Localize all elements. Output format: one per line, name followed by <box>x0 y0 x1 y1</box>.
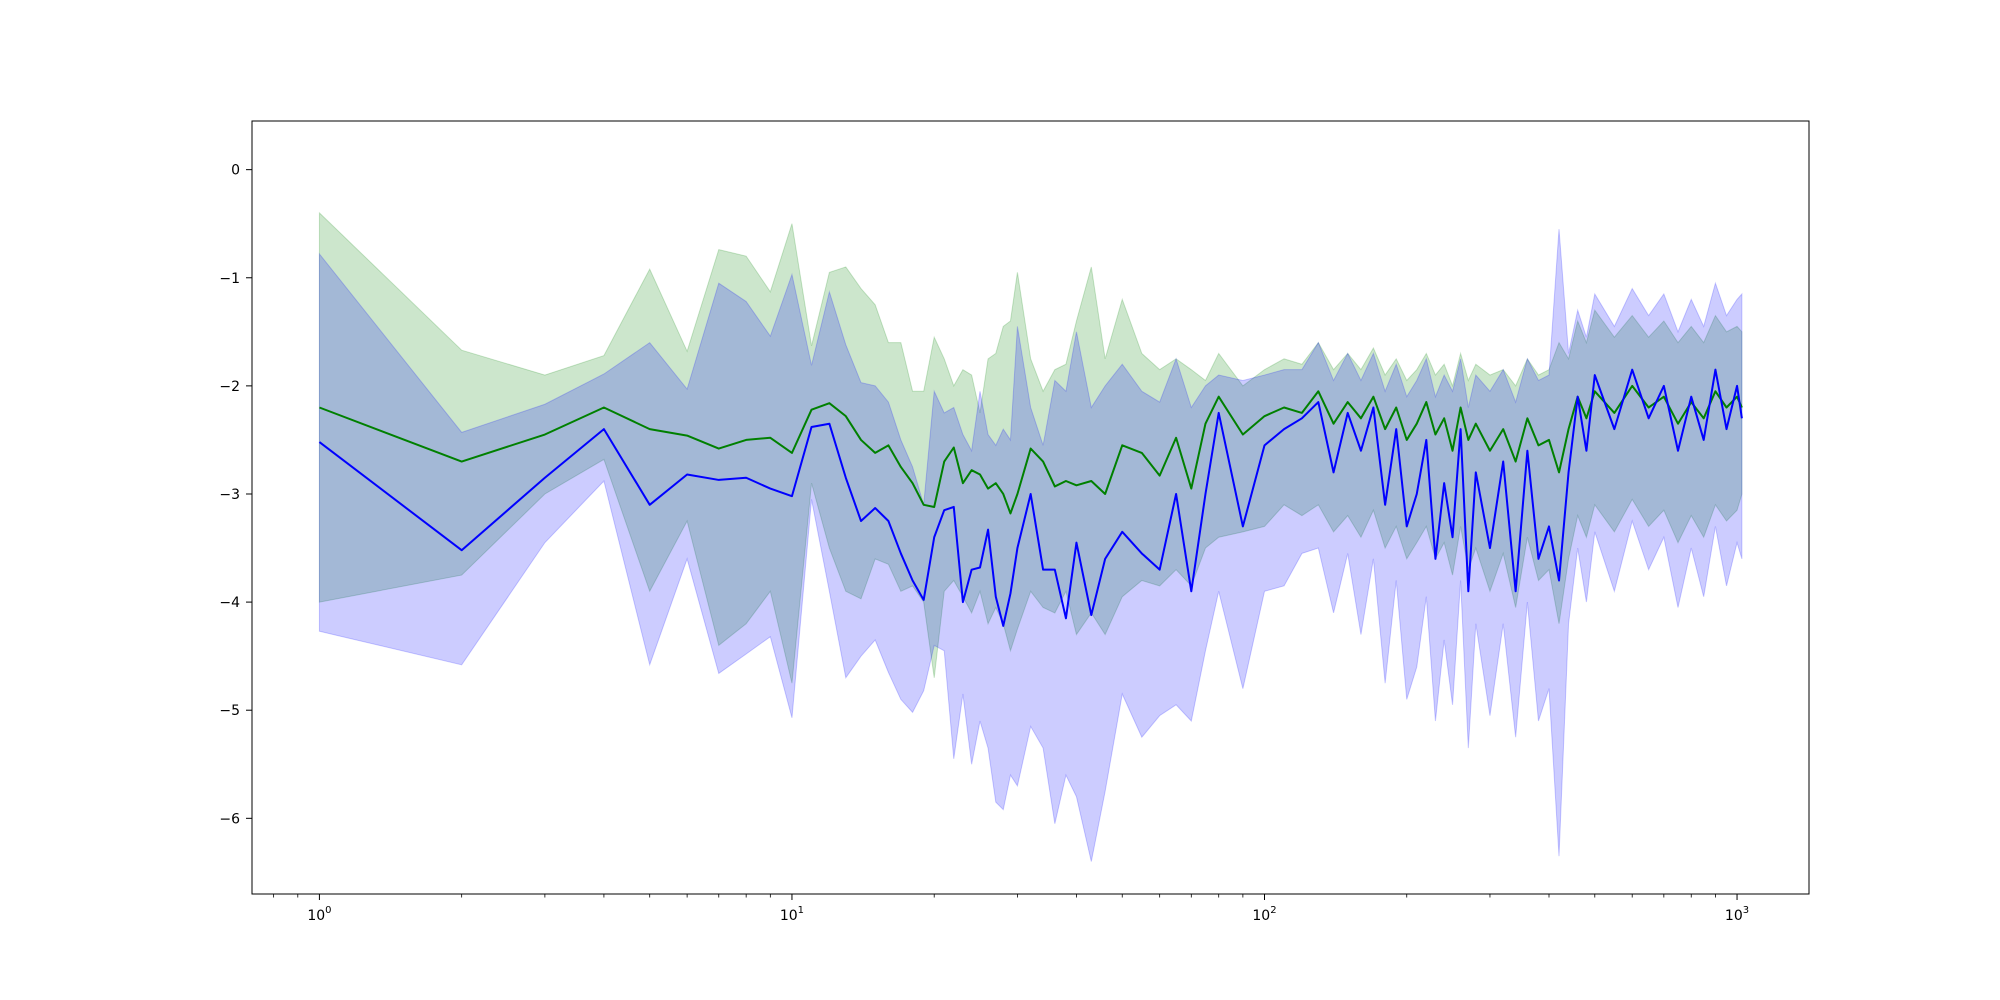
y-tick-label: −2 <box>219 379 240 395</box>
y-tick-label: −4 <box>219 595 240 611</box>
y-tick-label: −6 <box>219 811 240 827</box>
plot-area <box>318 211 1743 862</box>
series-lines <box>318 368 1743 627</box>
x-tick-label: 103 <box>1725 905 1749 924</box>
series-1-line <box>318 368 1743 627</box>
plot-frame <box>251 120 1810 895</box>
y-tick-label: 0 <box>231 163 240 179</box>
y-tick-label: −1 <box>219 271 240 287</box>
x-tick-label: 101 <box>780 905 804 924</box>
y-axis: 0 −1 −2 −3 −4 −5 −6 <box>219 163 252 827</box>
y-tick-label: −5 <box>219 703 240 719</box>
y-tick-label: −3 <box>219 487 240 503</box>
series-1-band <box>318 229 1743 862</box>
x-tick-label: 100 <box>307 905 331 924</box>
series-0-line <box>319 384 1743 515</box>
x-tick-label: 102 <box>1252 905 1276 924</box>
x-axis: 100 101 102 103 <box>273 894 1749 924</box>
